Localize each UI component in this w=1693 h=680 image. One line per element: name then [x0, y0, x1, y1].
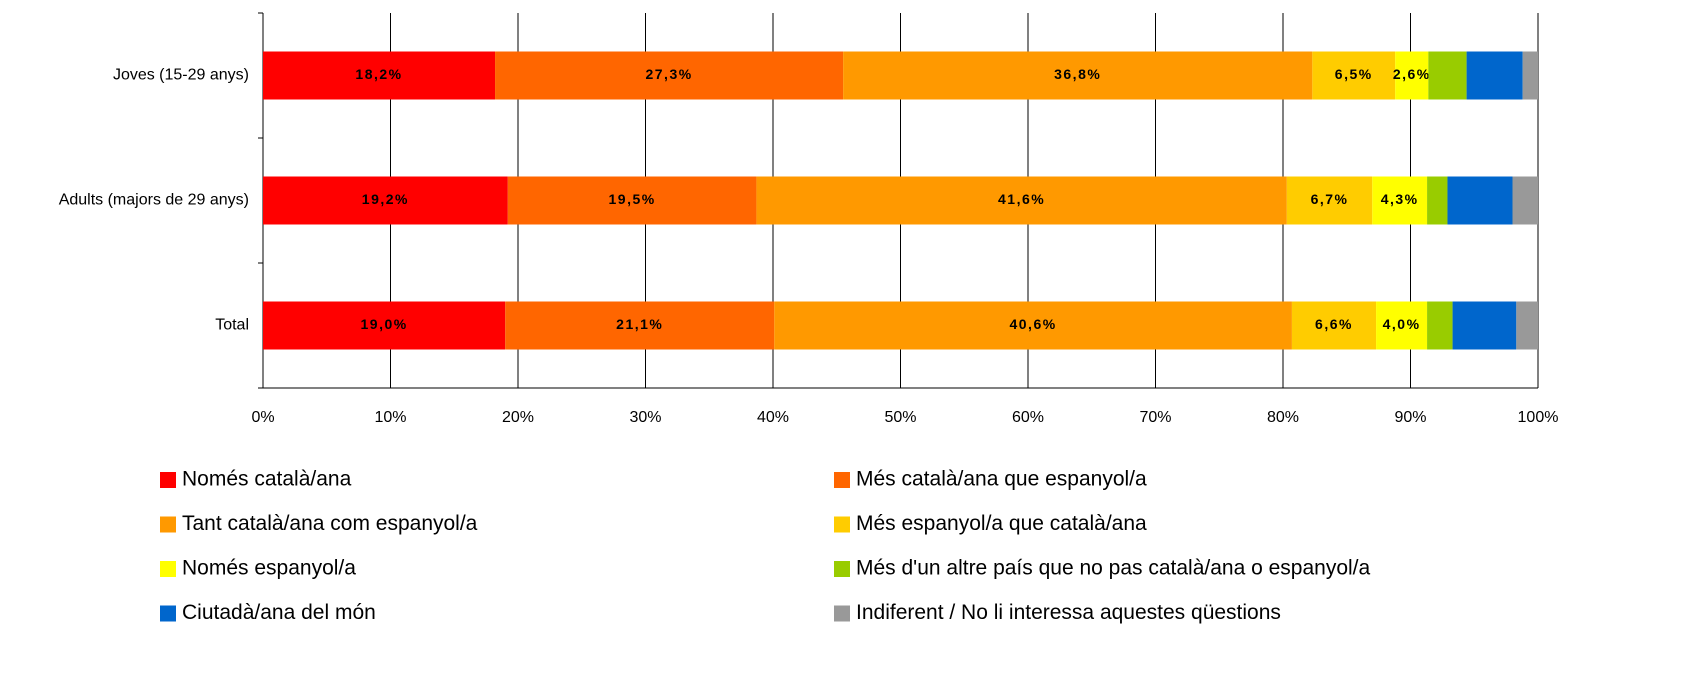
legend-swatch — [834, 561, 850, 577]
x-tick-label: 30% — [629, 409, 661, 426]
x-tick-label: 60% — [1012, 409, 1044, 426]
bar-segment — [843, 51, 1313, 100]
y-tick-label: Joves (15-29 anys) — [113, 67, 249, 84]
x-tick-label: 80% — [1267, 409, 1299, 426]
value-label: 21,1% — [616, 316, 663, 332]
x-tick-label: 40% — [757, 409, 789, 426]
value-label: 6,5% — [1335, 66, 1373, 82]
bar-segment — [1428, 51, 1467, 100]
y-tick-label: Adults (majors de 29 anys) — [59, 192, 249, 209]
legend-label: Només català/ana — [182, 468, 352, 491]
legend-swatch — [160, 605, 176, 622]
legend-label: Més d'un altre país que no pas català/an… — [856, 557, 1371, 580]
bar-segment — [1312, 51, 1396, 100]
value-label: 6,7% — [1311, 191, 1349, 207]
bar-segment — [495, 51, 844, 100]
bar-segment — [1466, 51, 1523, 100]
legend-label: Més espanyol/a que català/ana — [856, 512, 1147, 535]
bar-segment — [1376, 301, 1428, 350]
legend-swatch — [834, 472, 850, 488]
value-label: 41,6% — [998, 191, 1045, 207]
value-label: 6,6% — [1315, 316, 1353, 332]
bar-segment — [1522, 51, 1538, 100]
bar-segment — [505, 301, 775, 350]
value-label: 2,6% — [1393, 66, 1431, 82]
value-label: 19,0% — [361, 316, 408, 332]
bar-segment — [263, 51, 496, 100]
bar-segment — [1447, 176, 1513, 225]
value-label: 18,2% — [355, 66, 402, 82]
legend-label: Més català/ana que espanyol/a — [856, 468, 1147, 491]
x-tick-label: 0% — [251, 409, 274, 426]
x-tick-label: 50% — [884, 409, 916, 426]
bar-segment — [263, 176, 508, 225]
x-tick-label: 90% — [1394, 409, 1426, 426]
value-label: 19,2% — [362, 191, 409, 207]
legend-label: Tant català/ana com espanyol/a — [182, 512, 478, 535]
legend-swatch — [160, 561, 176, 577]
x-tick-label: 20% — [502, 409, 534, 426]
y-tick-label: Total — [215, 317, 249, 334]
bar-segment — [1516, 301, 1538, 350]
legend-label: Ciutadà/ana del món — [182, 601, 376, 624]
bar-segment — [1395, 51, 1429, 100]
bar-segment — [774, 301, 1292, 350]
x-tick-label: 100% — [1518, 409, 1559, 426]
x-tick-label: 10% — [374, 409, 406, 426]
legend-swatch — [160, 516, 176, 533]
legend-swatch — [834, 605, 850, 622]
value-label: 4,0% — [1383, 316, 1421, 332]
legend-label: Només espanyol/a — [182, 557, 356, 580]
bar-segment — [1452, 301, 1517, 350]
value-label: 40,6% — [1009, 316, 1056, 332]
bar-segment — [1372, 176, 1428, 225]
bar-segment — [1512, 176, 1538, 225]
bar-segment — [1286, 176, 1373, 225]
value-label: 4,3% — [1381, 191, 1419, 207]
bar-segment — [756, 176, 1287, 225]
value-label: 36,8% — [1054, 66, 1101, 82]
bar-segment — [1291, 301, 1377, 350]
bar-segment — [1427, 301, 1453, 350]
legend-label: Indiferent / No li interessa aquestes qü… — [856, 601, 1281, 624]
legend-swatch — [160, 472, 176, 488]
bar-segment — [263, 301, 506, 350]
bar-segment — [1427, 176, 1448, 225]
value-label: 19,5% — [609, 191, 656, 207]
x-tick-label: 70% — [1139, 409, 1171, 426]
legend-swatch — [834, 516, 850, 533]
bar-segment — [507, 176, 757, 225]
value-label: 27,3% — [645, 66, 692, 82]
